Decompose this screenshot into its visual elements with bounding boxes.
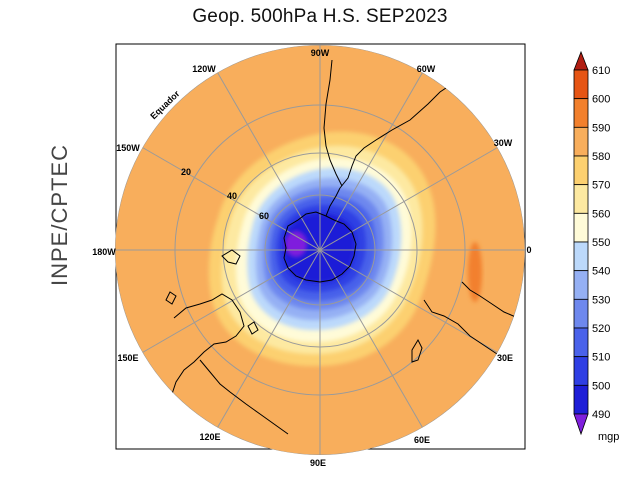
- colorbar-box: [573, 212, 589, 243]
- colorbar-label: 550: [592, 237, 610, 249]
- coastline-madagascar: [411, 338, 423, 363]
- coastline-new-guinea: [165, 291, 177, 305]
- field-band-590-600: [468, 242, 482, 302]
- lat-label-40: 40: [227, 191, 237, 201]
- coastline-new-zealand: [221, 249, 241, 265]
- lon-label-90w: 90W: [311, 48, 330, 58]
- colorbar-label: 490: [592, 409, 610, 421]
- colorbar-label: 510: [592, 352, 610, 364]
- colorbar-unit: mgp: [598, 431, 619, 443]
- colorbar-box: [573, 356, 589, 386]
- lon-label-150w: 150W: [116, 143, 140, 153]
- coastline-south-america-west: [323, 59, 343, 187]
- lon-label-0: 0: [526, 245, 531, 255]
- lat-label-20: 20: [181, 167, 191, 177]
- map-title: Geop. 500hPa H.S. SEP2023: [192, 6, 448, 27]
- colorbar-bottom-arrow: [573, 413, 589, 436]
- colorbar-label: 610: [592, 65, 610, 77]
- lon-label-30w: 30W: [494, 138, 513, 148]
- colorbar-label: 540: [592, 266, 610, 278]
- coastline-antarctica: [283, 211, 357, 283]
- colorbar: 490 500 510 520 530 540 550 560 570 580 590 600 610 m…: [573, 50, 619, 443]
- lon-label-180w: 180W: [92, 247, 116, 257]
- colorbar-label: 500: [592, 380, 610, 392]
- colorbar-label: 580: [592, 151, 610, 163]
- colorbar-box: [573, 270, 589, 300]
- lon-label-60w: 60W: [417, 64, 436, 74]
- colorbar-box: [573, 98, 589, 128]
- colorbar-box: [573, 69, 589, 100]
- colorbar-box: [573, 327, 589, 358]
- lon-label-150e: 150E: [117, 353, 138, 363]
- lon-label-120e: 120E: [199, 432, 220, 442]
- colorbar-box: [573, 298, 589, 329]
- coastline-asia-islands: [199, 359, 289, 435]
- colorbar-label: 600: [592, 94, 610, 106]
- coastline-australia: [171, 293, 245, 405]
- colorbar-label: 590: [592, 122, 610, 134]
- coastline-tasmania: [247, 321, 259, 335]
- colorbar-label: 520: [592, 323, 610, 335]
- colorbar-label: 560: [592, 208, 610, 220]
- colorbar-label: 570: [592, 180, 610, 192]
- colorbar-box: [573, 241, 589, 272]
- coastline-antarctic-peninsula: [325, 187, 341, 217]
- lon-label-60e: 60E: [414, 435, 430, 445]
- colorbar-box: [573, 384, 589, 415]
- field-minimum-below-490: [285, 231, 307, 257]
- colorbar-label: 530: [592, 294, 610, 306]
- colorbar-box: [573, 126, 589, 157]
- colorbar-top-arrow: [573, 50, 589, 71]
- graticule: [115, 45, 525, 455]
- lon-label-90e: 90E: [310, 458, 326, 468]
- coastline-africa-west: [461, 281, 519, 319]
- lat-label-60: 60: [259, 211, 269, 221]
- lon-label-120w: 120W: [192, 64, 216, 74]
- meridian-150w-30e: [142, 147, 498, 353]
- colorbar-box: [573, 184, 589, 214]
- colorbar-box: [573, 155, 589, 186]
- lon-label-30e: 30E: [497, 353, 513, 363]
